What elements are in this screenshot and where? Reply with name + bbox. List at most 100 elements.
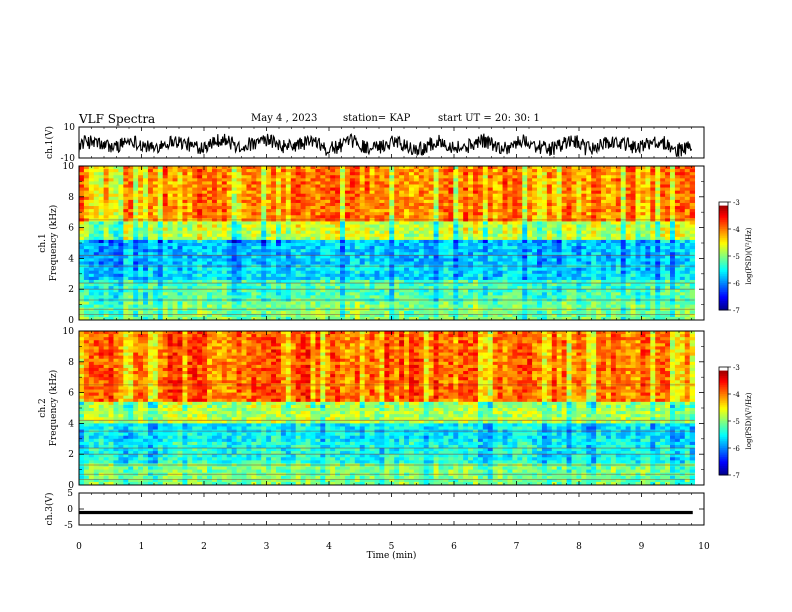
ch1-cell [315,258,321,262]
ch1-cell [404,224,410,228]
ch1-cell [581,209,587,213]
ch1-cell [241,224,247,228]
ch1-cell [359,169,366,173]
ch1-cell [300,196,306,201]
ch1-cell [576,270,582,275]
ch1-cell [315,273,321,278]
ch1-cell [408,224,415,228]
ch1-cell [103,212,109,216]
ch1-cell [310,166,316,170]
ch1-cell [246,243,252,247]
ch1-cell [236,196,242,201]
ch1-cell [591,187,597,192]
ch1-cell [522,187,528,192]
ch1-cell [502,202,508,207]
ch1-cell [522,209,528,213]
ch1-cell [418,175,425,179]
ch1-cell [359,267,366,272]
ch1-cell [182,166,188,170]
ch1-cell [276,246,282,250]
ch1-cell [157,239,164,244]
ch1-cell [256,279,262,284]
ch1-cell [162,276,169,281]
ch1-cell [93,202,100,207]
ch1-cell [650,209,656,213]
ch1-cell [182,224,188,228]
ch1-cell [374,178,380,182]
ch1-cell [266,270,272,275]
ch1-cell [591,206,597,210]
ch1-cell [325,261,331,265]
ch1-cell [408,261,415,265]
ch1-cell [266,169,272,173]
ch1-cell [670,255,676,259]
ch1-cell [497,199,503,204]
ch1-cell [88,279,95,284]
ch1-cell [404,221,410,225]
ch1-cell [404,178,410,182]
ch1-cell [674,279,681,284]
ch1-cell [438,169,444,173]
ch1-cell [502,279,508,284]
ch1-cell [517,175,523,179]
ch1-cell [241,202,247,207]
ch1-cell [660,199,666,204]
ch1-cell [241,258,247,262]
ch1-cell [640,279,646,284]
ch1-cell [512,258,518,262]
ch1-cell [635,193,641,198]
ch1-cell [162,227,169,232]
ch1-cell [517,172,523,176]
ch1-cell [83,178,90,182]
ch1-cell [364,199,370,204]
ch1-cell [340,190,346,195]
ch1-cell [487,184,494,188]
ch1-cell [300,258,306,262]
ch1-cell [211,209,218,213]
ch1-cell [433,215,439,219]
ch1-cell [591,184,597,188]
ch1-cell [650,221,656,225]
ch1-cell [463,181,469,185]
ch1-cell [517,169,523,173]
ch1-cell [138,196,144,201]
ch1-cell [615,172,622,176]
ch1-cell [113,196,119,201]
ch1-cell [340,199,346,204]
ch1-cell [413,184,420,188]
ch1-cell [335,252,341,256]
ch1-cell [221,166,228,170]
ch1-cell [413,172,420,176]
ch1-cell [83,184,90,188]
ch1-cell [660,252,666,256]
ch1-cell [546,215,553,219]
ch1-cell [399,187,405,192]
ch1-cell [374,249,380,253]
ch1-cell [635,249,641,253]
ch1-cell [192,230,198,235]
ch1-cell [192,209,198,213]
ch1-cell [364,255,370,259]
ch1-cell [221,276,228,281]
ch1-cell [404,246,410,250]
ch1-cell [236,202,242,207]
ch1-cell [88,215,95,219]
ch1-cell [413,230,420,235]
ch1-cell [133,230,139,235]
ch1-cell [202,239,208,244]
ch1-cell [581,215,587,219]
ch1-cell [167,258,173,262]
ch1-cell [83,215,90,219]
ch1-cell [226,212,233,216]
ch1-cell [236,199,242,204]
ch1-cell [645,267,651,272]
ch1-cell [147,184,154,188]
ch1-cell [187,178,193,182]
ch1-cell [532,181,538,185]
ch1-cell [463,212,469,216]
ch1-cell [103,184,109,188]
ch1-cell [561,169,567,173]
ch1-cell [389,255,395,259]
ch1-cell [133,184,139,188]
ch1-cell [423,196,430,201]
